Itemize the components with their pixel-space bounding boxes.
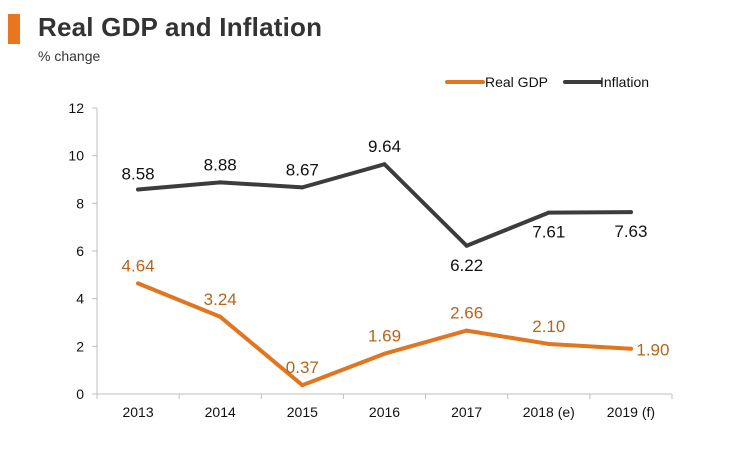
x-tick-label: 2019 (f) xyxy=(607,404,655,420)
real-gdp-data-label: 1.69 xyxy=(368,327,401,346)
real-gdp-point xyxy=(382,351,387,356)
inflation-point xyxy=(300,185,305,190)
real-gdp-data-label: 3.24 xyxy=(204,290,237,309)
y-tick-label: 12 xyxy=(68,100,84,116)
y-tick-label: 2 xyxy=(76,338,84,354)
real-gdp-point xyxy=(628,346,633,351)
real-gdp-point xyxy=(546,341,551,346)
y-tick-label: 8 xyxy=(76,195,84,211)
legend-label-real-gdp: Real GDP xyxy=(485,74,548,90)
real-gdp-point xyxy=(136,281,141,286)
real-gdp-point xyxy=(218,314,223,319)
inflation-point xyxy=(382,162,387,167)
x-tick-label: 2018 (e) xyxy=(523,404,575,420)
real-gdp-data-label: 2.10 xyxy=(532,317,565,336)
y-tick-label: 0 xyxy=(76,386,84,402)
inflation-point xyxy=(136,187,141,192)
inflation-point xyxy=(218,180,223,185)
real-gdp-point xyxy=(300,383,305,388)
inflation-data-label: 9.64 xyxy=(368,137,401,156)
y-tick-label: 6 xyxy=(76,243,84,259)
title-accent-bar xyxy=(8,14,20,44)
x-tick-label: 2016 xyxy=(369,404,400,420)
inflation-point xyxy=(546,210,551,215)
real-gdp-data-label: 2.66 xyxy=(450,304,483,323)
real-gdp-point xyxy=(464,328,469,333)
inflation-data-label: 7.61 xyxy=(532,223,565,242)
x-tick-label: 2017 xyxy=(451,404,482,420)
y-tick-label: 10 xyxy=(68,148,84,164)
inflation-data-label: 8.58 xyxy=(122,165,155,184)
chart-subtitle: % change xyxy=(38,48,101,64)
x-tick-label: 2014 xyxy=(205,404,236,420)
real-gdp-data-label: 0.37 xyxy=(286,358,319,377)
legend-label-inflation: Inflation xyxy=(600,74,649,90)
chart-title: Real GDP and Inflation xyxy=(38,12,323,42)
inflation-data-label: 7.63 xyxy=(614,222,647,241)
x-tick-label: 2013 xyxy=(122,404,153,420)
inflation-point xyxy=(464,243,469,248)
inflation-data-label: 8.88 xyxy=(204,155,237,174)
x-tick-label: 2015 xyxy=(287,404,318,420)
inflation-data-label: 8.67 xyxy=(286,160,319,179)
inflation-data-label: 6.22 xyxy=(450,256,483,275)
inflation-point xyxy=(628,210,633,215)
y-tick-label: 4 xyxy=(76,291,84,307)
real-gdp-data-label: 1.90 xyxy=(636,341,669,360)
real-gdp-data-label: 4.64 xyxy=(122,256,155,275)
